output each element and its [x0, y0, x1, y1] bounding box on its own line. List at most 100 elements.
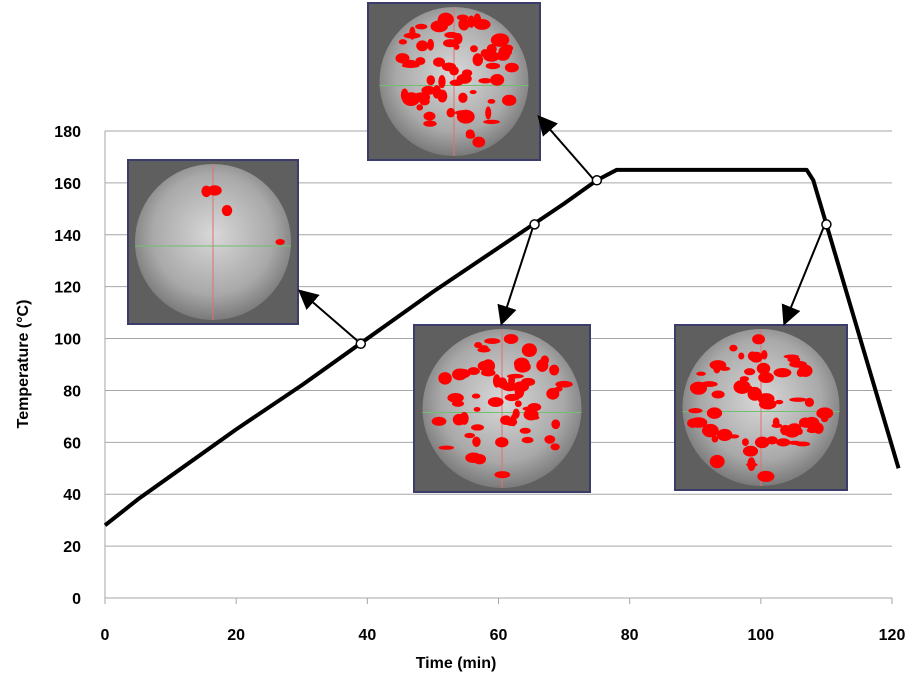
inset-spot — [508, 374, 516, 387]
inset-spot — [472, 53, 484, 67]
highlight-point — [821, 219, 832, 230]
inset-spot — [401, 63, 420, 68]
x-tick-label: 0 — [101, 627, 110, 644]
inset-spot — [776, 438, 791, 447]
inset-spot — [473, 13, 482, 27]
y-tick-label: 80 — [63, 383, 81, 400]
inset-spot — [780, 424, 791, 436]
inset-spot — [275, 238, 285, 246]
inset-spot — [761, 350, 768, 360]
inset-spot — [452, 368, 468, 381]
inset-spot — [464, 432, 476, 439]
inset-spot — [744, 385, 754, 392]
inset-spot — [423, 120, 437, 127]
inset-spot — [458, 92, 468, 104]
insets — [127, 2, 848, 493]
inset-spot — [403, 32, 421, 39]
inset-spot — [471, 393, 481, 399]
inset-spot — [452, 413, 466, 426]
inset-spot — [742, 445, 759, 457]
x-axis-label: Time (min) — [416, 655, 497, 672]
inset-spot — [421, 85, 436, 96]
inset-spot — [711, 435, 719, 443]
inset-spot — [419, 98, 426, 103]
y-axis-label: Temperature (°C) — [15, 300, 32, 429]
inset-spot — [550, 443, 560, 451]
inset-spot — [438, 372, 452, 385]
inset-spot — [465, 452, 482, 463]
inset-spot — [719, 366, 731, 371]
y-tick-label: 20 — [63, 539, 81, 556]
inset-spot — [758, 372, 774, 383]
inset-spot — [495, 437, 509, 448]
inset-spot — [816, 407, 834, 420]
inset-spot — [484, 338, 501, 345]
inset-spot — [456, 73, 472, 84]
inset-spot — [438, 445, 455, 450]
inset-spot — [437, 89, 448, 103]
inset-spot — [465, 129, 475, 138]
inset-spot — [221, 205, 233, 217]
inset-spot — [494, 471, 511, 479]
inset-spot — [754, 436, 770, 449]
arrow — [297, 289, 361, 344]
inset-spot — [473, 406, 481, 412]
inset-spot — [395, 53, 410, 64]
inset-spot — [540, 355, 550, 366]
inset-spot — [469, 90, 477, 95]
inset-spot — [696, 371, 706, 376]
inset-spot — [549, 364, 560, 376]
inset-spot — [503, 333, 519, 344]
inset-spot — [423, 111, 436, 121]
y-tick-label: 180 — [54, 124, 81, 141]
inset-spot — [813, 422, 824, 434]
inset-spot — [712, 360, 721, 374]
inset-spot — [207, 185, 222, 196]
inset-spot — [485, 106, 492, 120]
inset-spot — [470, 424, 485, 431]
inset-spot — [483, 119, 500, 125]
inset-spot — [690, 381, 708, 395]
highlight-point — [591, 175, 603, 186]
inset-spot — [743, 368, 756, 376]
inset-spot — [490, 73, 505, 86]
inset-spot — [551, 419, 561, 430]
inset-spot — [706, 407, 723, 419]
inset-spot — [709, 454, 725, 469]
inset-spot — [433, 57, 446, 67]
inset-spot — [487, 397, 504, 408]
inset-spot — [427, 38, 435, 51]
inset-spot — [415, 57, 426, 66]
x-tick-label: 100 — [747, 627, 774, 644]
arrow — [537, 114, 596, 182]
inset-spot — [486, 43, 497, 55]
inset-spot — [741, 438, 749, 446]
inset-spot — [738, 352, 745, 360]
inset-spot — [752, 334, 765, 345]
inset-spot — [795, 427, 803, 435]
inset-spot — [688, 408, 703, 414]
inset-spot — [716, 428, 733, 442]
inset-spot — [458, 17, 470, 31]
inset-spot — [416, 104, 424, 111]
micrograph-inset — [413, 324, 591, 493]
inset-spot — [555, 380, 573, 388]
inset-spot — [446, 107, 456, 118]
inset-spot — [470, 45, 478, 53]
inset-spot — [514, 400, 522, 408]
y-tick-label: 140 — [54, 228, 81, 245]
inset-spot — [759, 398, 777, 410]
inset-spot — [775, 399, 784, 405]
inset-spot — [426, 75, 436, 86]
inset-spot — [430, 20, 448, 33]
inset-spot — [757, 470, 775, 482]
inset-spot — [546, 387, 560, 400]
inset-spot — [789, 397, 808, 402]
highlight-point — [355, 338, 367, 349]
inset-spot — [454, 110, 471, 116]
y-tick-label: 0 — [72, 591, 81, 608]
inset-spot — [472, 436, 481, 447]
y-tick-label: 160 — [54, 176, 81, 193]
